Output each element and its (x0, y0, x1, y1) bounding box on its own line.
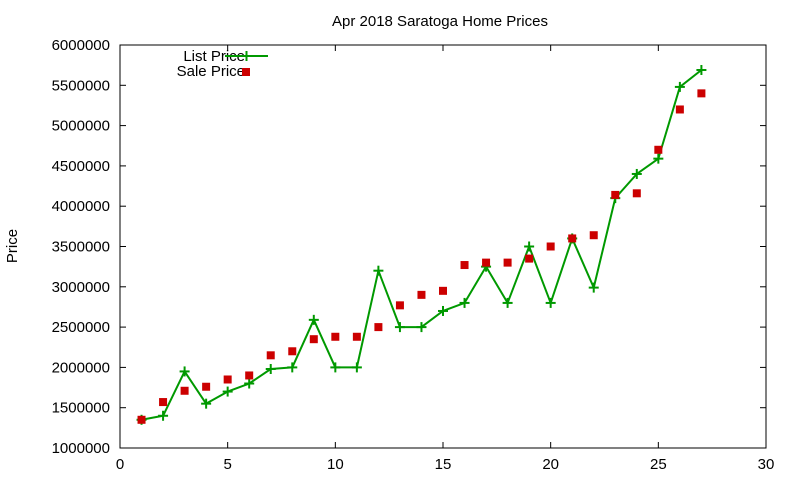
y-tick-label: 4500000 (52, 158, 110, 175)
legend-label-sale-price: Sale Price (177, 63, 245, 80)
list-price-point (502, 297, 513, 308)
sale-price-point (460, 261, 469, 270)
sale-price-point (675, 105, 684, 114)
sale-price-point (309, 335, 318, 344)
sale-price-point (611, 190, 620, 199)
y-tick-label: 3500000 (52, 239, 110, 256)
plot-frame (119, 44, 767, 449)
sale-price-point (137, 415, 146, 424)
series-layer (136, 64, 707, 425)
sale-price-point (180, 386, 189, 395)
x-tick-label: 5 (223, 456, 231, 473)
sale-price-point (202, 382, 211, 391)
sale-price-point (654, 145, 663, 154)
y-tick-label: 1500000 (52, 400, 110, 417)
sale-price-point (482, 258, 491, 267)
y-tick-label: 5000000 (52, 118, 110, 135)
sale-price-point (395, 301, 404, 310)
sale-price-point (632, 189, 641, 198)
sale-price-point (352, 332, 361, 341)
list-price-point (696, 64, 707, 75)
sale-price-point (159, 398, 168, 407)
sale-price-point (223, 375, 232, 384)
list-price-point (287, 362, 298, 373)
sale-price-point (374, 323, 383, 332)
y-tick-label: 3000000 (52, 279, 110, 296)
x-tick-label: 20 (542, 456, 559, 473)
x-tick-label: 15 (435, 456, 452, 473)
sale-price-point (439, 286, 447, 295)
x-tick-label: 0 (116, 456, 124, 473)
list-price-point (308, 314, 319, 325)
legend-label-list-price: List Price (183, 48, 245, 65)
x-axis: 0 5 10 15 20 25 30 (116, 45, 775, 473)
y-axis-label: Price (4, 229, 21, 263)
list-price-point (459, 297, 470, 308)
list-price-point (373, 265, 384, 276)
y-tick-label: 2000000 (52, 359, 110, 376)
legend-marker-sale-price (242, 68, 250, 76)
y-tick-label: 4000000 (52, 198, 110, 215)
list-price-point (179, 366, 190, 377)
legend: List Price Sale Price (177, 48, 268, 80)
sale-price-point (568, 234, 577, 243)
x-tick-label: 30 (758, 456, 775, 473)
list-price-point (244, 378, 255, 389)
x-tick-label: 25 (650, 456, 667, 473)
sale-price-point (503, 258, 512, 267)
list-price-point (158, 410, 169, 421)
sale-price-point (697, 89, 706, 98)
list-price-point (545, 297, 556, 308)
y-tick-label: 2500000 (52, 319, 110, 336)
sale-price-point (546, 242, 555, 251)
sale-price-point (589, 231, 598, 240)
y-tick-label: 1000000 (52, 440, 110, 457)
list-price-point (438, 305, 448, 316)
sale-price-point (331, 332, 340, 341)
list-price-point (222, 386, 233, 397)
list-price-point (674, 81, 685, 92)
list-price-point (351, 362, 362, 373)
chart-title: Apr 2018 Saratoga Home Prices (332, 13, 548, 30)
sale-price-point (288, 347, 297, 356)
list-price-point (394, 322, 405, 333)
list-price-point (588, 282, 599, 293)
list-price-point (330, 362, 341, 373)
list-price-point (201, 398, 212, 409)
y-tick-label: 5500000 (52, 77, 110, 94)
list-price-line (141, 69, 703, 421)
x-tick-label: 10 (327, 456, 344, 473)
y-axis: 1000000 1500000 2000000 2500000 3000000 35000… (52, 37, 766, 457)
list-price-point (653, 153, 664, 164)
y-tick-label: 6000000 (52, 37, 110, 54)
list-price-point (265, 364, 276, 375)
list-price-point (416, 322, 427, 333)
list-price-point (524, 241, 535, 252)
sale-price-point (245, 371, 254, 380)
sale-price-point (525, 254, 534, 263)
sale-price-point (417, 290, 426, 299)
legend-marker-list-price (241, 51, 252, 61)
sale-price-point (266, 351, 275, 360)
list-price-point (631, 168, 642, 179)
